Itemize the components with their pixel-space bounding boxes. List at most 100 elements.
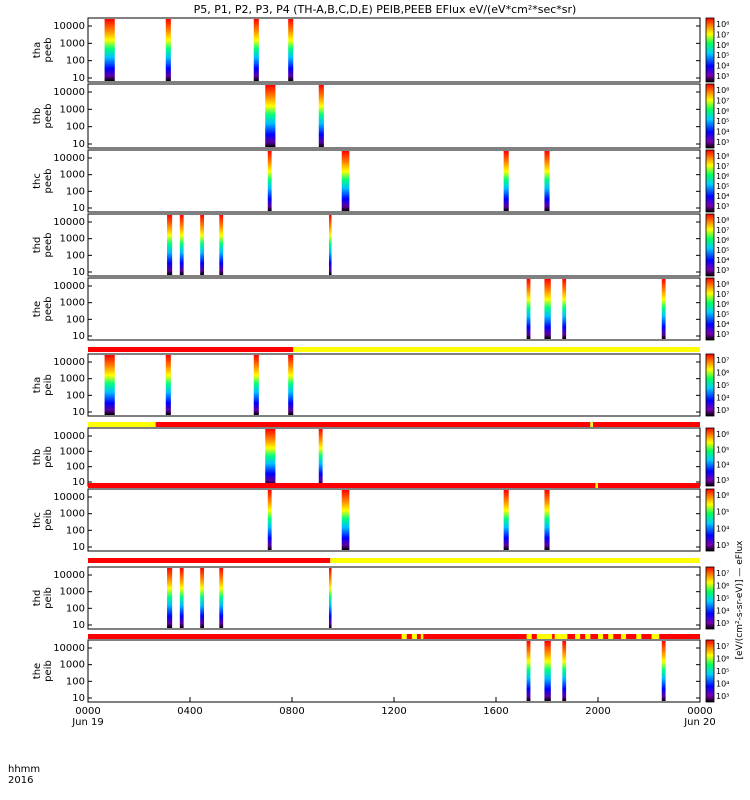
colorbar-tick-label: 10⁶ — [716, 236, 729, 245]
colorbar-tick-label: 10⁴ — [716, 320, 729, 329]
spectrogram-burst — [661, 641, 666, 701]
burst-flag-off — [585, 634, 591, 639]
panel-the-peib: 10 100 1000 10000 thepeib 10⁷ 10⁶ 10⁵ 10⁴ 10³ — [32, 639, 729, 704]
spectrogram-burst — [265, 85, 276, 147]
colorbar-tick-label: 10⁵ — [716, 594, 729, 603]
colorbar-tick-label: 10⁵ — [716, 182, 729, 191]
burst-flag-bars — [88, 347, 700, 639]
panel-thc-peib: 10 100 1000 10000 thcpeib 10⁶ 10⁵ 10⁴ 10³ — [32, 488, 729, 553]
burst-flag-off — [330, 558, 700, 563]
burst-flag-bar — [88, 634, 700, 639]
colorbar-tick-label: 10⁴ — [716, 62, 729, 71]
colorbar-tick-label: 10³ — [716, 72, 729, 81]
colorbar-tick-label: 10⁸ — [716, 86, 729, 95]
x-axis-year: 2016 — [8, 775, 33, 786]
y-tick-label: 100 — [66, 676, 85, 687]
colorbar-tick-label: 10³ — [716, 406, 729, 415]
colorbar-tick-label: 10⁷ — [716, 356, 729, 365]
colorbar-tick-label: 10³ — [716, 692, 729, 701]
y-tick-label: 1000 — [60, 587, 85, 598]
colorbar-tick-label: 10³ — [716, 619, 729, 628]
colorbar-tick-label: 10⁵ — [716, 117, 729, 126]
y-tick-label: 10000 — [53, 492, 85, 503]
y-tick-label: 10 — [72, 407, 85, 418]
colorbar — [705, 488, 715, 552]
burst-flag-off — [651, 634, 660, 639]
spectrogram-burst — [661, 279, 666, 339]
colorbar-tick-label: 10⁵ — [716, 310, 729, 319]
spectrogram-burst — [165, 19, 171, 81]
panel-label: thdpeib — [32, 587, 54, 609]
burst-flag-off — [526, 634, 532, 639]
panel-thb-peib: 10 100 1000 10000 thbpeib 10⁶ 10⁵ 10⁴ 10³ — [32, 427, 729, 488]
y-tick-label: 10000 — [53, 431, 85, 442]
colorbar-tick-label: 10⁴ — [716, 394, 729, 403]
colorbar-tick-label: 10⁴ — [716, 192, 729, 201]
colorbar-tick-label: 10³ — [716, 541, 729, 550]
y-tick-label: 100 — [66, 525, 85, 536]
colorbar-tick-label: 10⁷ — [716, 226, 729, 235]
panel-frame — [87, 17, 701, 83]
y-tick-label: 100 — [66, 122, 85, 133]
colorbar-tick-label: 10⁶ — [716, 300, 729, 309]
spectrogram-burst — [526, 279, 531, 339]
spectrogram-burst — [200, 568, 205, 628]
burst-flag-bar — [88, 422, 700, 427]
panel-frame — [87, 427, 701, 487]
colorbar-tick-label: 10³ — [716, 266, 729, 275]
y-tick-label: 1000 — [60, 298, 85, 309]
spectrogram-burst — [104, 19, 115, 81]
panel-label: thdpeeb — [32, 233, 54, 258]
burst-flag-off — [636, 634, 642, 639]
colorbar-tick-label: 10⁷ — [716, 290, 729, 299]
colorbar-tick-label: 10⁷ — [716, 162, 729, 171]
burst-flag-bar — [88, 558, 700, 563]
y-tick-label: 10000 — [53, 281, 85, 292]
y-tick-label: 10000 — [53, 153, 85, 164]
spectrogram-burst — [544, 641, 551, 701]
colorbar-tick-label: 10⁸ — [716, 216, 729, 225]
panel-label: thbpeib — [32, 446, 54, 468]
burst-flag-off — [88, 422, 156, 427]
burst-flag-off — [620, 634, 627, 639]
spectrogram-burst — [341, 490, 350, 550]
y-tick-label: 10000 — [53, 87, 85, 98]
spectrogram-burst — [544, 490, 550, 550]
colorbar — [705, 566, 715, 630]
spectrogram-burst — [104, 355, 115, 415]
panel-label: thepeib — [32, 660, 54, 682]
colorbar-tick-label: 10⁷ — [716, 569, 729, 578]
colorbar-tick-label: 10⁶ — [716, 41, 729, 50]
x-axis-label: hhmm — [8, 764, 40, 775]
burst-flag-on — [155, 422, 591, 427]
spectrogram-burst — [200, 215, 205, 275]
x-tick-label: 0000 — [75, 706, 100, 717]
colorbar-tick-label: 10⁶ — [716, 582, 729, 591]
burst-flag-off — [590, 422, 593, 427]
y-tick-label: 1000 — [60, 374, 85, 385]
y-tick-label: 10000 — [53, 357, 85, 368]
colorbar-tick-label: 10³ — [716, 138, 729, 147]
colorbar-tick-label: 10⁴ — [716, 607, 729, 616]
spectrogram-burst — [318, 85, 324, 147]
burst-flag-on — [598, 483, 700, 488]
y-tick-label: 10 — [72, 693, 85, 704]
colorbar-tick-label: 10⁵ — [716, 246, 729, 255]
y-tick-label: 10 — [72, 267, 85, 278]
y-tick-label: 10 — [72, 542, 85, 553]
colorbar-tick-label: 10⁶ — [716, 369, 729, 378]
burst-flag-off — [595, 483, 598, 488]
panel-label: thepeeb — [32, 297, 54, 322]
y-tick-label: 10 — [72, 203, 85, 214]
spectrogram-burst — [179, 215, 184, 275]
colorbar-tick-label: 10⁵ — [716, 508, 729, 517]
colorbar-tick-label: 10⁴ — [716, 128, 729, 137]
y-tick-label: 100 — [66, 462, 85, 473]
colorbar — [705, 277, 715, 341]
colorbar-tick-label: 10⁶ — [716, 491, 729, 500]
spectrogram-burst — [179, 568, 184, 628]
panels-group: 10100100010000thapeeb10⁸10⁷10⁶10⁵10⁴10³1… — [32, 17, 729, 704]
